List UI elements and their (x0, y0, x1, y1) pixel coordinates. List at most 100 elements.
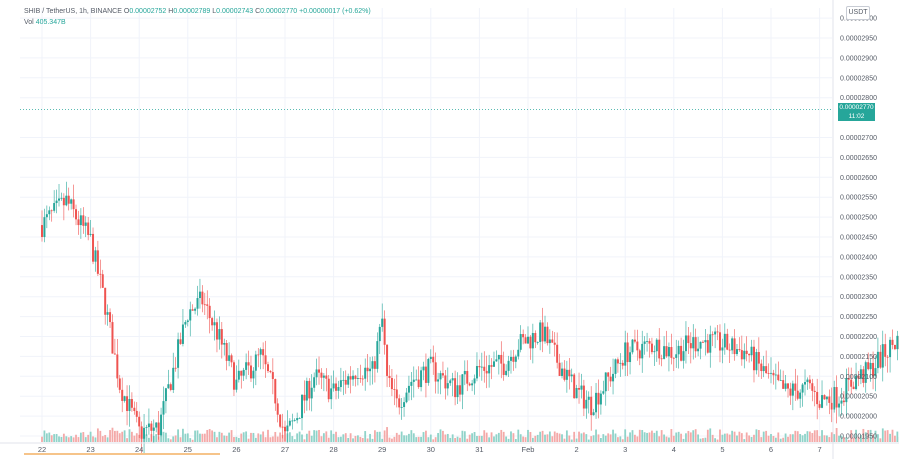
candle-body (887, 357, 889, 358)
volume-bar (568, 435, 570, 442)
candle-body (823, 395, 825, 399)
volume-bar (291, 436, 293, 442)
volume-bar (517, 430, 519, 442)
open-value: 0.00002752 (129, 8, 166, 15)
candle-body (476, 366, 478, 378)
candle-body (828, 397, 830, 403)
candle-body (634, 340, 636, 342)
time-tick-label: 4 (672, 445, 676, 454)
candle-body (371, 361, 373, 369)
candle-body (605, 372, 607, 391)
volume-bar (384, 430, 386, 442)
candle-body (245, 362, 247, 370)
volume-bar (440, 429, 442, 442)
volume-bar (488, 437, 490, 442)
candle-body (593, 412, 595, 415)
volume-bar (197, 430, 199, 442)
candle-body (658, 340, 660, 359)
candle-body (335, 383, 337, 390)
candle-body (622, 363, 624, 366)
candle-body (452, 378, 454, 380)
candle-body (663, 346, 665, 359)
volume-bar (194, 431, 196, 442)
volume-bar (172, 436, 174, 442)
volume-bar (629, 432, 631, 442)
volume-bar (729, 435, 731, 442)
candle-body (43, 217, 45, 237)
candle-body (449, 380, 451, 383)
volume-bar (824, 435, 826, 442)
candle-body (614, 359, 616, 374)
volume-bar (289, 432, 291, 442)
candle-body (670, 347, 672, 358)
volume-bar (605, 436, 607, 442)
candle-body (126, 396, 128, 411)
candle-body (396, 390, 398, 399)
volume-bar (777, 432, 779, 442)
volume-bar (559, 434, 561, 442)
volume-bar (187, 433, 189, 442)
candle-body (799, 393, 801, 399)
candle-body (357, 378, 359, 379)
volume-bar (896, 432, 898, 442)
candle-body (559, 363, 561, 376)
volume-bar (700, 439, 702, 442)
volume-bar (323, 433, 325, 442)
candle-body (303, 395, 305, 401)
candle-body (877, 352, 879, 368)
volume-bar (423, 432, 425, 442)
candle-body (809, 380, 811, 384)
volume-bar (80, 433, 82, 442)
volume-bar (612, 430, 614, 442)
candle-body (333, 383, 335, 388)
candle-body (838, 404, 840, 408)
candle-body (423, 367, 425, 371)
volume-bar (107, 437, 109, 442)
candle-body (342, 380, 344, 381)
volume-bar (119, 433, 121, 442)
volume-bar (571, 440, 573, 442)
candle-body (265, 355, 267, 364)
volume-bar (184, 434, 186, 442)
time-tick-label: 29 (378, 445, 386, 454)
volume-bar (328, 438, 330, 442)
volume-bar (231, 430, 233, 442)
candle-body (155, 423, 157, 428)
candle-body (102, 274, 104, 288)
candle-body (512, 357, 514, 362)
symbol-label[interactable]: SHIB / TetherUS, 1h, BINANCE (24, 8, 122, 15)
candle-body (90, 234, 92, 235)
candle-body (678, 346, 680, 354)
volume-bar (561, 434, 563, 442)
candle-body (624, 342, 626, 365)
volume-bar (884, 431, 886, 442)
candle-body (150, 424, 152, 431)
candle-body (636, 342, 638, 351)
candle-body (683, 351, 685, 361)
volume-bar (826, 435, 828, 442)
volume-bar (513, 433, 515, 442)
candle-body (500, 355, 502, 364)
volume-bar (743, 439, 745, 442)
candle-body (175, 368, 177, 369)
currency-button[interactable]: USDT (846, 6, 870, 20)
volume-bar (590, 436, 592, 442)
candle-body (128, 399, 130, 411)
volume-bar (486, 433, 488, 442)
candle-body (454, 378, 456, 397)
volume-bar (413, 433, 415, 442)
candle-body (289, 421, 291, 426)
candle-body (782, 380, 784, 389)
volume-bar (722, 435, 724, 442)
candle-body (313, 377, 315, 387)
candle-body (170, 384, 172, 390)
volume-bar (73, 437, 75, 442)
candle-body (58, 199, 60, 201)
candle-body (240, 371, 242, 376)
candle-body (510, 357, 512, 361)
volume-bar (449, 438, 451, 442)
candle-body (153, 428, 155, 431)
volume-bar (763, 432, 765, 442)
